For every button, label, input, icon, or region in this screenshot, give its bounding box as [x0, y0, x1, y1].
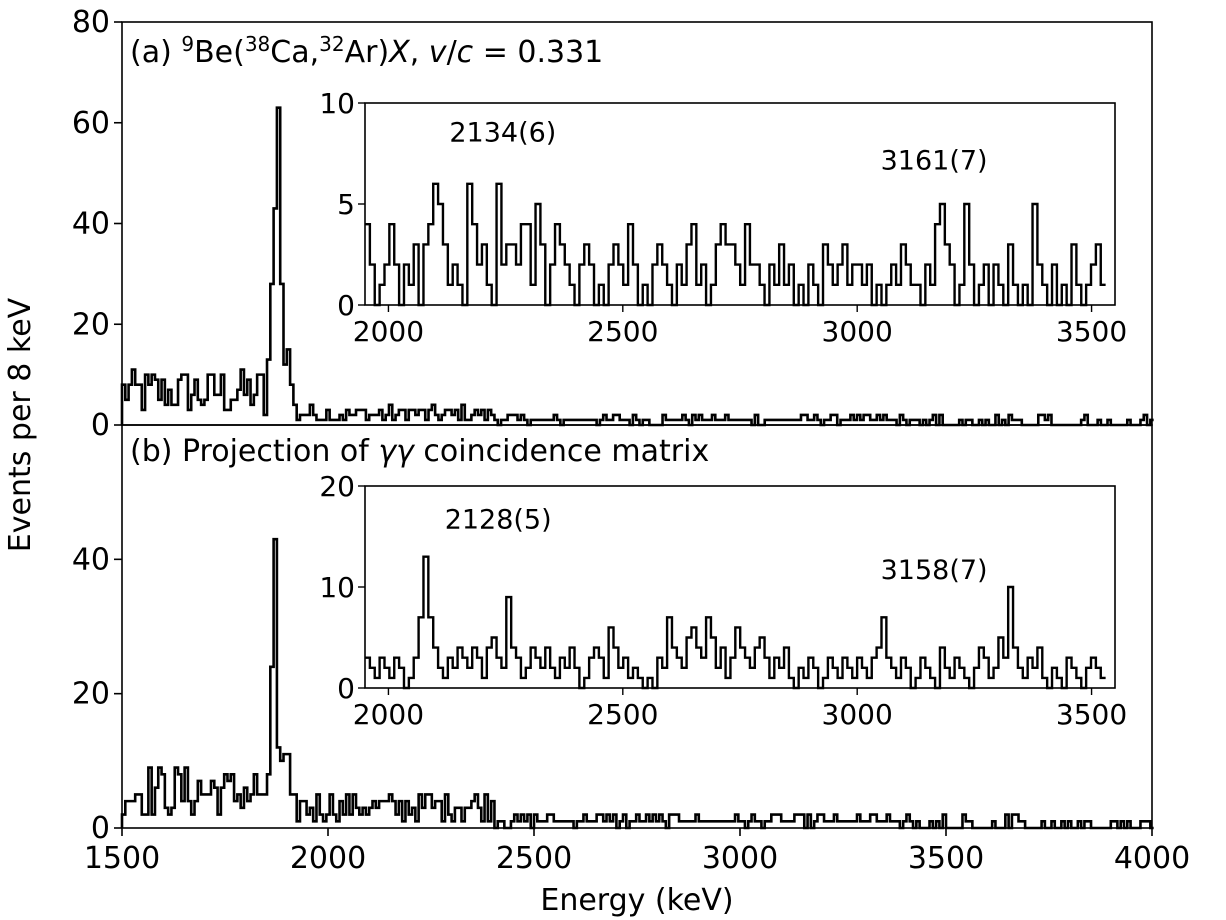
y-axis-label: Events per 8 keV — [3, 297, 38, 552]
panel-label-part: 9 — [181, 32, 194, 56]
panel-label-part: 38 — [245, 32, 270, 56]
histogram-a — [120, 106, 1154, 427]
ytick-label-a: 80 — [72, 5, 110, 40]
inset-xtick-label: 3000 — [822, 698, 893, 731]
inset-background — [365, 486, 1115, 688]
panel-label-part: , — [410, 35, 429, 70]
panel-label-part: 32 — [319, 32, 344, 56]
panel-label-part: coincidence matrix — [414, 434, 709, 469]
panel-label-b: (b) Projection of γγ coincidence matrix — [130, 434, 709, 469]
panel-label-part: γγ — [378, 434, 416, 469]
inset-xtick-label: 3000 — [822, 315, 893, 348]
ytick-label-a: 20 — [72, 307, 110, 342]
panel-a: 0 20 40 60 80 (a) 9Be(38Ca,32Ar)X, v/c = 0.33… — [72, 5, 1154, 443]
inset-b: 0 10 20 2000 2500 3000 3500 2128(5) 3158(7) — [319, 470, 1127, 731]
x-axis-label: Energy (keV) — [540, 883, 733, 918]
ytick-label-a: 0 — [91, 408, 110, 443]
panel-label-part: Ca, — [270, 35, 319, 70]
xtick-label: 4000 — [1114, 841, 1190, 876]
peak-annotation: 3161(7) — [881, 146, 988, 177]
xtick-label: 3000 — [702, 841, 778, 876]
peak-annotation: 3158(7) — [881, 555, 988, 586]
panel-label-part: / — [447, 35, 458, 70]
panel-b: 0 20 40 (b) Projection of γγ coincidence ma… — [72, 424, 1154, 846]
panel-label-part: (a) — [130, 35, 181, 70]
panel-label-part: = 0.331 — [473, 35, 603, 70]
panel-label-part: X — [387, 35, 411, 70]
panel-label-part: c — [457, 35, 474, 70]
inset-ytick-label: 20 — [319, 470, 355, 503]
inset-histogram-b — [365, 555, 1106, 690]
inset-ytick-label: 0 — [337, 289, 355, 322]
panel-label-part: (b) Projection of — [130, 434, 378, 469]
inset-xtick-label: 2500 — [587, 315, 658, 348]
panel-label-part: v — [429, 35, 448, 70]
histogram-b — [120, 537, 1154, 830]
ytick-label-b: 20 — [72, 677, 110, 712]
peak-annotation: 2128(5) — [445, 504, 552, 535]
axes-frame-b — [121, 424, 1153, 829]
inset-xtick-label: 2000 — [353, 698, 424, 731]
inset-a: 0 5 10 2000 2500 3000 3500 2134(6) 3161(7) — [319, 87, 1127, 348]
inset-xtick-label: 3500 — [1056, 315, 1127, 348]
inset-xtick-label: 2500 — [587, 698, 658, 731]
xtick-label: 2000 — [290, 841, 366, 876]
ytick-label-b: 0 — [91, 811, 110, 846]
panel-label-part: Ar) — [345, 35, 390, 70]
xtick-label: 2500 — [496, 841, 572, 876]
inset-xtick-label: 2000 — [353, 315, 424, 348]
xtick-label: 3500 — [908, 841, 984, 876]
inset-ytick-label: 5 — [337, 188, 355, 221]
inset-ytick-label: 10 — [319, 571, 355, 604]
panel-label-part: Be( — [194, 35, 245, 70]
inset-histogram-a — [365, 182, 1106, 307]
ytick-label-a: 40 — [72, 207, 110, 242]
inset-xtick-label: 3500 — [1056, 698, 1127, 731]
ytick-label-a: 60 — [72, 106, 110, 141]
ytick-label-b: 40 — [72, 542, 110, 577]
panel-label-a: (a) 9Be(38Ca,32Ar)X, v/c = 0.331 — [130, 32, 603, 70]
inset-ytick-label: 0 — [337, 672, 355, 705]
xtick-label: 1500 — [84, 841, 160, 876]
peak-annotation: 2134(6) — [449, 117, 556, 148]
inset-ytick-label: 10 — [319, 87, 355, 120]
